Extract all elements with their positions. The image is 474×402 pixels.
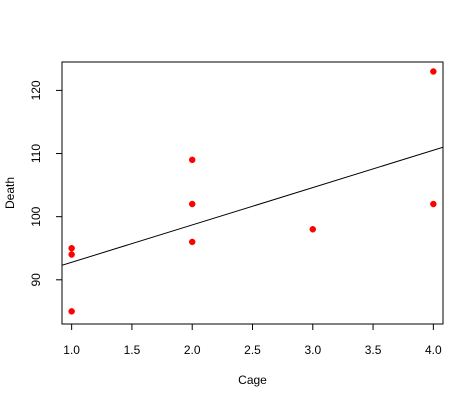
y-tick-label: 110	[29, 144, 43, 163]
data-point	[188, 200, 196, 208]
data-point	[68, 308, 75, 315]
x-tick-label: 2.5	[244, 343, 261, 357]
data-point	[430, 68, 437, 75]
x-axis: 1.0 1.5 2.0 2.5 3.0 3.5 4.0	[63, 324, 442, 357]
data-point	[188, 156, 196, 164]
x-tick-label: 2.0	[184, 343, 201, 357]
data-point	[68, 251, 75, 258]
data-point	[188, 238, 196, 246]
y-axis: 90 100 110 120	[29, 80, 62, 286]
x-tick-label: 3.0	[304, 343, 321, 357]
x-axis-label: Cage	[238, 373, 267, 387]
x-tick-label: 3.5	[365, 343, 382, 357]
data-point	[430, 200, 437, 208]
x-tick-label: 1.0	[63, 343, 80, 357]
regression-line	[62, 146, 443, 266]
data-point	[309, 226, 317, 233]
y-tick-label: 100	[29, 206, 43, 226]
y-tick-label: 120	[29, 80, 43, 100]
y-tick-label: 90	[29, 273, 43, 287]
y-axis-label: Death	[3, 177, 17, 209]
x-tick-label: 4.0	[425, 343, 442, 357]
data-point	[68, 244, 75, 252]
x-tick-label: 1.5	[124, 343, 141, 357]
